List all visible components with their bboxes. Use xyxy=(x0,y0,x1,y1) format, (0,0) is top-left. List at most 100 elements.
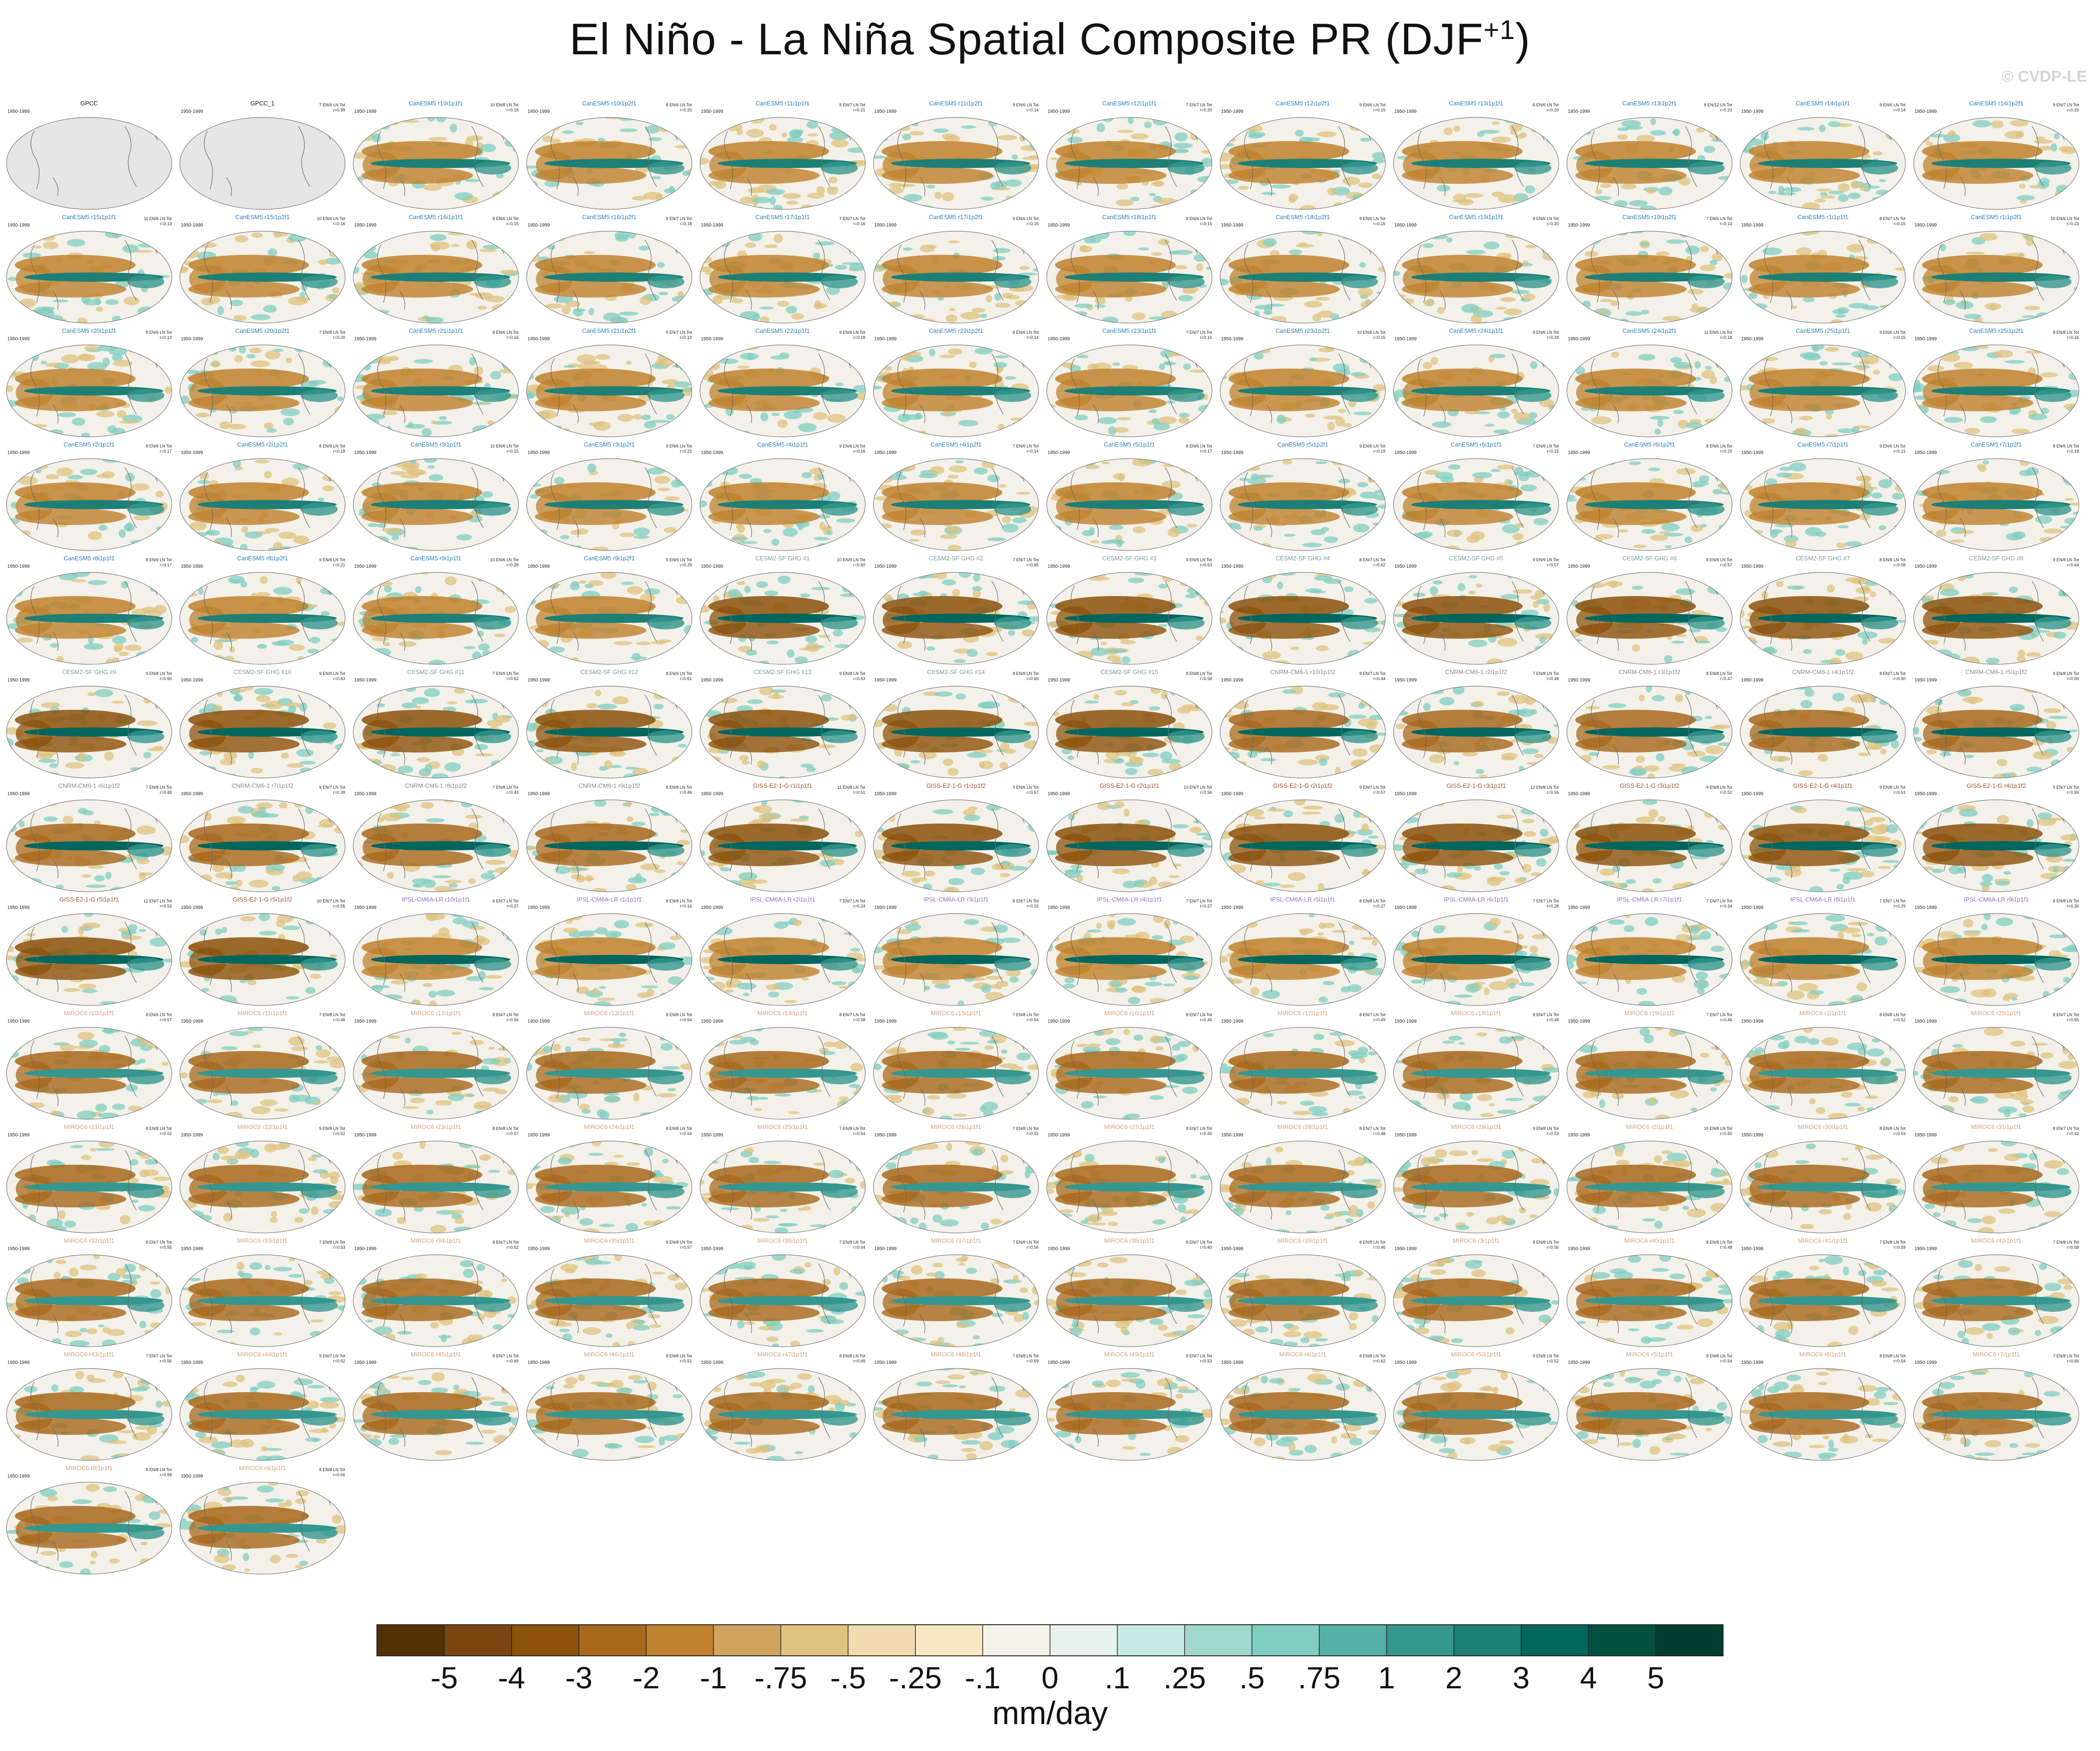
panel-stats: r=0.16 xyxy=(853,221,865,226)
map-frame xyxy=(1393,572,1559,665)
panel-stats: 9 EN/6 LN Tot xyxy=(666,558,692,562)
panel-title: CanESM5 r14i1p1f1 xyxy=(1795,100,1850,107)
map-frame xyxy=(179,1368,346,1461)
panel-stats: 7 EN/8 LN Tot xyxy=(2053,1354,2079,1358)
panel-stats: r=0.47 xyxy=(1720,676,1732,681)
panel-period: 1950-1999 xyxy=(1568,1246,1590,1252)
panel-stats: 8 EN/7 LN Tot xyxy=(1186,1012,1212,1017)
panel-stats: 8 EN/8 LN Tot xyxy=(1880,1354,1906,1358)
panel-stats: 9 EN/6 LN Tot xyxy=(1013,216,1039,221)
panel-title: CNRM-CM6-1 r7i1p1f2 xyxy=(232,782,293,789)
panel-period: 1950-1999 xyxy=(181,109,203,114)
panel-stats: 8 EN/8 LN Tot xyxy=(666,899,692,903)
map-field xyxy=(873,572,1039,664)
map-field xyxy=(700,117,865,209)
panel-stats: 8 EN/8 LN Tot xyxy=(1706,671,1732,676)
panel-stats: 8 EN/8 LN Tot xyxy=(1706,1240,1732,1245)
map-frame xyxy=(1393,799,1559,892)
map-panel: CNRM-CM6-1 r5i1p1f2 1950-1999 9 EN/8 LN To… xyxy=(1913,668,2080,778)
panel-stats: 10 EN/9 LN Tot xyxy=(837,558,865,562)
panel-stats: 10 EN/6 LN Tot xyxy=(2051,216,2079,221)
panel-period: 1950-1999 xyxy=(1048,1133,1070,1138)
panel-title: MIROC6 r47i1p1f1 xyxy=(758,1351,808,1358)
map-field xyxy=(873,1255,1039,1347)
map-panel: MIROC6 r28i1p1f1 1950-1999 8 EN/7 LN Totr=… xyxy=(1219,1123,1386,1233)
map-panel: CanESM5 r20i1p1f1 1950-1999 8 EN/6 LN Totr… xyxy=(6,327,172,437)
map-panel: CanESM5 r19i1p2f1 1950-1999 7 EN/6 LN Totr… xyxy=(1566,214,1733,324)
map-panel: CanESM5 r8i1p2f1 1950-1999 9 EN/6 LN Totr=… xyxy=(179,555,346,665)
panel-stats: 7 EN/9 LN Tot xyxy=(493,671,519,676)
panel-title: GISS-E2-1-G r5i1p1f2 xyxy=(233,896,292,903)
panel-title: MIROC6 r42i1p1f1 xyxy=(1971,1237,2021,1244)
panel-period: 1950-1999 xyxy=(528,337,550,342)
map-field xyxy=(1913,1027,2079,1119)
panel-stats: r=0.62 xyxy=(1374,563,1386,567)
panel-period: 1950-1999 xyxy=(7,450,30,455)
map-frame xyxy=(1393,1368,1559,1461)
panel-stats: r=0.48 xyxy=(1720,1245,1732,1250)
panel-stats: 7 EN/7 LN Tot xyxy=(1186,103,1212,107)
map-panel: MIROC6 r8i1p1f1 1950-1999 8 EN/8 LN Totr=0… xyxy=(6,1465,172,1575)
panel-title: MIROC6 r30i1p1f1 xyxy=(1798,1123,1848,1130)
map-frame xyxy=(1219,117,1386,210)
map-panel: GISS-E2-1-G r3i1p1f1 1950-1999 12 EN/8 LN … xyxy=(1393,782,1559,892)
map-panel: IPSL-CM6A-LR r5i1p1f1 1950-1999 8 EN/8 LN … xyxy=(1219,896,1386,1006)
map-panel: CESM2-SF GHG #3 1950-1999 9 EN/8 LN Totr=0… xyxy=(1046,555,1212,665)
panel-period: 1950-1999 xyxy=(1568,905,1590,910)
panel-title: MIROC6 r4i1p1f1 xyxy=(1279,1351,1326,1358)
panel-period: 1950-1999 xyxy=(1394,1246,1417,1252)
panel-stats: 8 EN/6 LN Tot xyxy=(1706,444,1732,448)
panel-title: CanESM5 r22i1p2f1 xyxy=(929,327,983,334)
map-frame xyxy=(1740,117,1906,210)
map-field xyxy=(873,459,1039,551)
panel-title: MIROC6 r2i1p1f1 xyxy=(1626,1123,1673,1130)
map-frame xyxy=(1046,686,1212,778)
panel-title: CESM2-SF GHG #13 xyxy=(754,668,811,675)
panel-title: MIROC6 r40i1p1f1 xyxy=(1624,1237,1674,1244)
map-frame xyxy=(1740,1027,1906,1120)
map-frame xyxy=(6,1482,172,1575)
panel-stats: r=0.56 xyxy=(1547,790,1559,795)
map-frame xyxy=(1219,913,1386,1006)
map-frame xyxy=(6,1254,172,1347)
panel-stats: r=0.15 xyxy=(1027,904,1039,908)
panel-title: MIROC6 r28i1p1f1 xyxy=(1277,1123,1328,1130)
map-frame xyxy=(873,799,1039,892)
panel-title: CanESM5 r3i1p2f1 xyxy=(584,441,635,448)
panel-title: MIROC6 r19i1p1f1 xyxy=(1624,1010,1674,1017)
map-panel: MIROC6 r29i1p1f1 1950-1999 9 EN/8 LN Totr=… xyxy=(1393,1123,1559,1233)
map-panel: MIROC6 r39i1p1f1 1950-1999 8 EN/8 LN Totr=… xyxy=(1219,1237,1386,1347)
panel-stats: r=0.65 xyxy=(1027,676,1039,681)
panel-stats: r=0.58 xyxy=(2067,1245,2079,1250)
panel-stats: 7 EN/8 LN Tot xyxy=(1013,1012,1039,1017)
map-field xyxy=(1740,686,1906,778)
map-frame xyxy=(6,686,172,778)
panel-stats: 9 EN/6 LN Tot xyxy=(1013,785,1039,790)
map-panel: CanESM5 r22i1p1f1 1950-1999 8 EN/6 LN Totr… xyxy=(700,327,866,437)
panel-stats: r=0.44 xyxy=(853,1245,865,1250)
map-field xyxy=(6,1141,172,1233)
map-field xyxy=(180,231,345,323)
map-panel: MIROC6 r40i1p1f1 1950-1999 8 EN/8 LN Totr=… xyxy=(1566,1237,1733,1347)
panel-stats: 9 EN/8 LN Tot xyxy=(1186,558,1212,562)
panel-title: MIROC6 r8i1p1f1 xyxy=(65,1465,112,1472)
panel-title: CanESM5 r20i1p2f1 xyxy=(235,327,290,334)
map-field xyxy=(1047,686,1212,778)
map-panel: CanESM5 r13i1p2f1 1950-1999 8 EN/12 LN Tot… xyxy=(1566,100,1733,210)
panel-stats: r=0.16 xyxy=(680,904,692,908)
panel-stats: 12 EN/8 LN Tot xyxy=(1530,785,1559,790)
map-frame xyxy=(1566,458,1733,551)
panel-title: MIROC6 r49i1p1f1 xyxy=(1104,1351,1154,1358)
map-field xyxy=(1913,914,2079,1005)
panel-period: 1950-1999 xyxy=(1048,109,1070,114)
map-field xyxy=(1047,345,1212,437)
panel-title: MIROC6 r27i1p1f1 xyxy=(1104,1123,1154,1130)
map-frame xyxy=(1046,1027,1212,1120)
panel-period: 1950-1999 xyxy=(181,1246,203,1252)
panel-title: CNRM-CM6-1 r2i1p1f2 xyxy=(1445,668,1507,675)
panel-stats: r=0.51 xyxy=(1893,790,1906,795)
panel-period: 1950-1999 xyxy=(875,905,897,910)
panel-title: IPSL-CM6A-LR r8i1p1f1 xyxy=(1790,896,1855,903)
panel-period: 1950-1999 xyxy=(1048,223,1070,228)
panel-stats: 9 EN/8 LN Tot xyxy=(839,671,865,676)
